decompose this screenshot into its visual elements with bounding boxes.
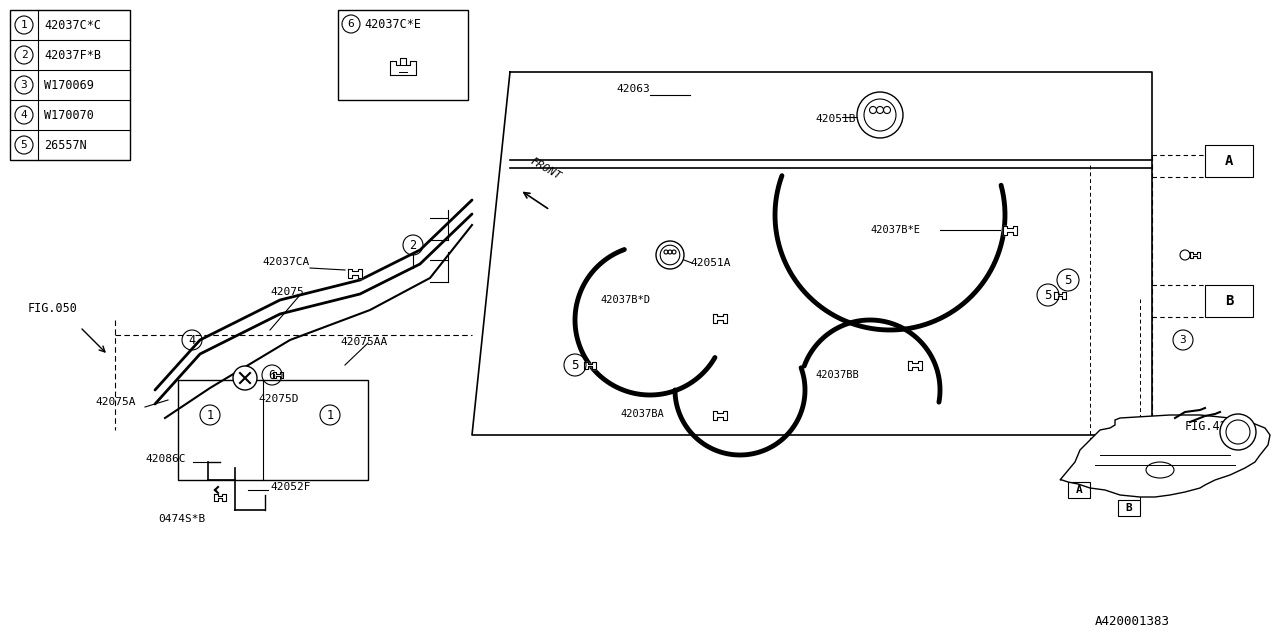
Text: 2: 2 — [20, 50, 27, 60]
Text: 6: 6 — [348, 19, 355, 29]
Text: 42086C: 42086C — [145, 454, 186, 464]
Bar — [10, 10, 131, 160]
Text: 1: 1 — [20, 20, 27, 30]
Text: 0474S*B: 0474S*B — [157, 514, 205, 524]
Text: 42075D: 42075D — [259, 394, 298, 404]
Text: 42075A: 42075A — [95, 397, 136, 407]
Bar — [1068, 482, 1091, 498]
Circle shape — [233, 366, 257, 390]
Text: 3: 3 — [20, 80, 27, 90]
Text: 1: 1 — [326, 408, 334, 422]
Polygon shape — [713, 314, 727, 323]
Text: 5: 5 — [1044, 289, 1052, 301]
Text: 5: 5 — [1064, 273, 1071, 287]
Text: 42075AA: 42075AA — [340, 337, 388, 347]
Text: 5: 5 — [20, 140, 27, 150]
Text: 26557N: 26557N — [44, 138, 87, 152]
Text: 42052F: 42052F — [270, 482, 311, 492]
Text: 42037F*B: 42037F*B — [44, 49, 101, 61]
Text: B: B — [1125, 503, 1133, 513]
Text: 42037BA: 42037BA — [620, 409, 664, 419]
Bar — [338, 10, 468, 100]
Polygon shape — [1002, 225, 1018, 234]
Polygon shape — [390, 58, 416, 75]
Text: 2: 2 — [410, 239, 416, 252]
Text: 3: 3 — [1180, 335, 1187, 345]
Bar — [1204, 285, 1253, 317]
Text: 42037B*D: 42037B*D — [600, 295, 650, 305]
Text: 4: 4 — [20, 110, 27, 120]
Polygon shape — [215, 493, 225, 500]
Text: 42037C*C: 42037C*C — [44, 19, 101, 31]
Polygon shape — [472, 72, 1152, 435]
Text: A: A — [1075, 485, 1083, 495]
Text: W170069: W170069 — [44, 79, 93, 92]
Circle shape — [858, 92, 902, 138]
Text: A420001383: A420001383 — [1094, 615, 1170, 628]
Text: 42063: 42063 — [616, 84, 650, 94]
Text: FIG.050: FIG.050 — [28, 302, 78, 315]
Text: 42037B*E: 42037B*E — [870, 225, 920, 235]
Polygon shape — [348, 269, 362, 278]
Text: 5: 5 — [571, 358, 579, 371]
Circle shape — [657, 241, 684, 269]
Polygon shape — [1055, 291, 1065, 298]
Text: FRONT: FRONT — [529, 156, 562, 182]
Text: 42051A: 42051A — [690, 258, 731, 268]
Polygon shape — [1190, 252, 1199, 258]
Bar — [178, 380, 369, 480]
Text: 6: 6 — [269, 369, 275, 381]
Text: 42037C*E: 42037C*E — [364, 17, 421, 31]
Text: 42037CA: 42037CA — [262, 257, 310, 267]
Polygon shape — [1060, 415, 1270, 497]
Text: B: B — [1225, 294, 1233, 308]
Text: FIG.421: FIG.421 — [1185, 420, 1235, 433]
Circle shape — [1220, 414, 1256, 450]
Text: 42051B: 42051B — [815, 114, 855, 124]
Polygon shape — [273, 372, 283, 378]
Text: W170070: W170070 — [44, 109, 93, 122]
Text: 42075: 42075 — [270, 287, 303, 297]
Polygon shape — [908, 360, 922, 369]
Bar — [1204, 145, 1253, 177]
Polygon shape — [713, 410, 727, 419]
Text: 1: 1 — [206, 408, 214, 422]
Bar — [1117, 500, 1140, 516]
Polygon shape — [585, 362, 595, 369]
Text: 42037BB: 42037BB — [815, 370, 859, 380]
Text: A: A — [1225, 154, 1233, 168]
Text: 4: 4 — [188, 333, 196, 346]
